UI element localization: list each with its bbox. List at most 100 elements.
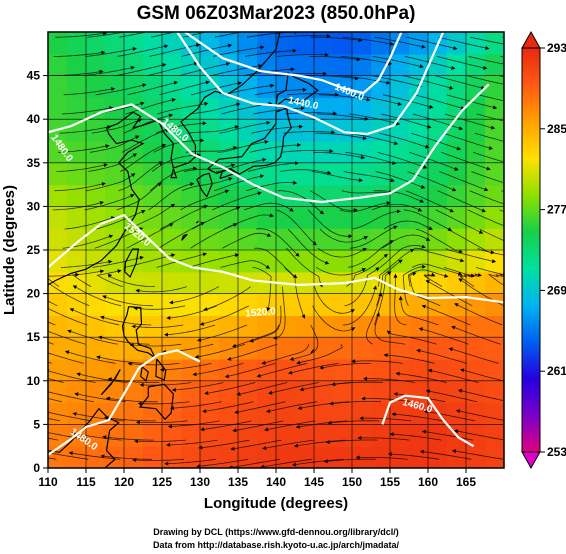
streamline-arrow [173,80,179,85]
streamline [329,439,378,443]
x-tick-label: 125 [152,475,172,489]
streamline-arrow [324,260,330,265]
x-tick-label: 120 [114,475,134,489]
heat-cell [390,206,410,229]
heat-cell [314,293,334,316]
streamline-arrow [225,62,231,66]
streamline-arrow [485,46,490,50]
streamline [115,64,163,76]
colorbar-bottom-arrow [521,451,541,470]
heat-cell [105,228,125,251]
heat-cell [447,162,467,186]
heat-cell [143,424,163,447]
heat-cell [295,162,315,186]
streamline [80,373,128,383]
streamline [411,263,459,275]
streamline-arrow [170,203,176,208]
heat-cell [428,315,448,338]
heat-cell [276,228,296,251]
y-tick-label: 20 [27,287,41,301]
heat-cell [238,206,258,229]
streamline-arrow [72,412,77,416]
x-tick-label: 110 [38,475,58,489]
heat-cell [67,271,87,295]
streamline [109,398,158,403]
streamline-arrow [162,63,167,67]
heat-cell [238,293,258,316]
streamline [394,277,407,326]
colorbar: 293 285 277 269 261 253 [521,30,566,470]
heat-cell [143,315,163,338]
heat-cell [219,250,239,273]
heat-cell [333,162,353,186]
streamline [143,382,192,386]
streamline-arrow [389,432,394,437]
heat-cell [371,380,391,404]
heat-cell [409,228,429,251]
streamline [474,132,504,142]
height-contours [48,32,504,456]
streamline-arrow [293,180,298,185]
heat-cell [219,97,239,120]
heat-cell [162,337,182,360]
streamline [101,337,150,345]
heat-cell [105,53,125,77]
heat-cell [124,97,144,120]
heat-cell [333,315,353,338]
streamline-arrow [428,226,433,230]
streamline [379,132,426,148]
streamline-arrow [477,273,482,277]
heat-cell [219,315,239,338]
streamline-arrow [325,440,330,444]
heat-cell [86,32,106,55]
streamline-arrow [421,304,426,309]
streamline [191,82,239,96]
heat-cell [276,32,296,55]
streamline-arrow [548,61,552,65]
streamline-arrow [164,461,169,466]
streamline-arrow [331,130,336,135]
streamline-arrow [34,348,38,352]
streamline [139,286,187,293]
colorbar-ticks: 293 285 277 269 261 253 [540,41,566,459]
streamline-arrow [102,435,107,440]
streamline-arrow [199,321,205,326]
streamline-arrow [266,307,271,312]
streamline [155,123,203,134]
heat-cell [48,53,68,77]
streamline [91,120,139,134]
streamline-arrow [96,355,101,360]
streamline [181,45,229,57]
heat-cell [48,75,68,98]
coastline-9 [138,383,175,421]
streamline-arrow [230,446,235,451]
heat-cell [466,162,486,186]
streamline-arrow [546,221,550,225]
heat-cell [466,446,486,468]
streamline [83,67,132,76]
streamline-arrow [99,69,104,74]
streamline-arrow [312,241,317,246]
heat-cell [466,53,486,77]
streamline [276,286,286,338]
streamline-arrow [301,314,306,319]
streamline [74,433,123,441]
heat-cell [352,97,372,120]
streamline [300,344,343,363]
coastline-1 [196,172,213,198]
streamline-arrow [490,125,496,130]
heat-cell [181,228,201,251]
heat-cell [219,293,239,316]
streamline-arrow [130,65,135,70]
streamline [48,300,58,307]
streamline [323,362,371,368]
heat-cell [295,97,315,120]
streamline [170,439,218,446]
heat-cell [390,315,410,338]
streamline [160,206,205,230]
heat-cell [428,184,448,207]
streamline [409,151,456,170]
streamline [48,398,62,403]
streamline-arrow [127,361,132,366]
plot-area: 1400.01440.01480.01480.01520.01520.01480… [34,31,552,469]
